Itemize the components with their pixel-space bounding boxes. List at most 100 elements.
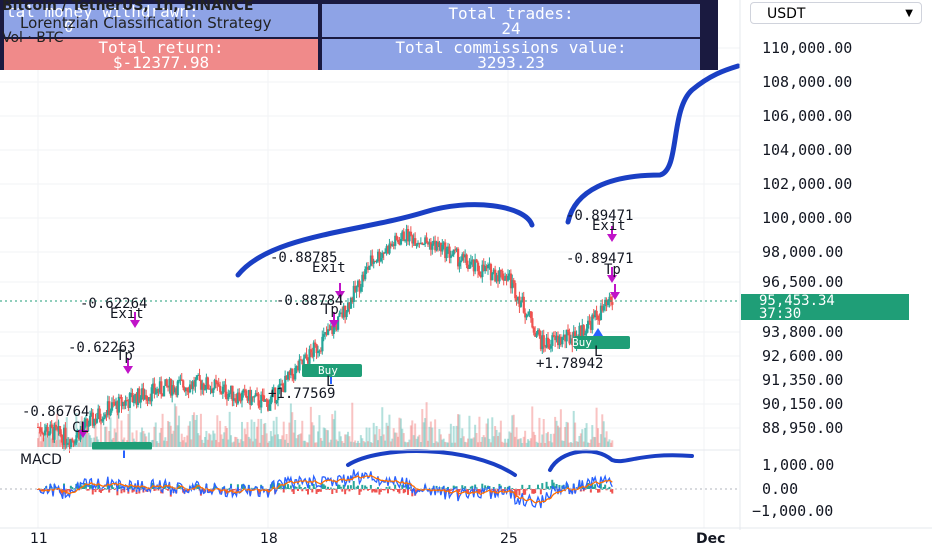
macd-histogram-bar [388,486,391,489]
volume-bar [258,442,261,447]
candle-body [512,280,515,284]
candle-body [258,405,261,408]
candle-body [385,246,388,252]
macd-histogram-bar [602,486,605,489]
volume-title[interactable]: Vol · BTC [2,30,64,46]
volume-bar [161,413,164,447]
macd-tick-label: 1,000.00 [762,456,835,474]
macd-histogram-bar [339,486,342,489]
volume-bar [197,433,200,447]
candle-body [542,335,545,347]
macd-histogram-bar [317,489,319,493]
macd-histogram-bar [372,489,375,492]
volume-bar [232,441,235,447]
macd-histogram-bar [302,488,305,490]
volume-bar [382,434,385,447]
candle-body [298,359,301,371]
volume-bar [501,441,504,447]
candle-body [444,242,447,259]
macd-label[interactable]: MACD [20,452,62,468]
symbol-title[interactable]: Bitcoin / TetherUS, 1h, BINANCE [2,0,254,14]
volume-bar [607,441,609,447]
candle-body [216,382,219,385]
candle-body [585,328,588,334]
macd-histogram-bar [156,487,159,489]
trade-label: -0.88785 [270,250,338,266]
candle-body [579,325,583,339]
candle-body [135,393,138,405]
candle-body [242,389,245,393]
volume-bar [587,442,589,447]
candle-body [260,394,263,408]
candle-body [549,345,553,349]
currency-label: USDT [767,6,806,22]
candle-body [278,384,281,388]
candle-body [322,334,325,337]
candle-body [132,401,136,403]
volume-bar [105,426,108,447]
volume-bar [414,423,417,447]
candle-body [581,325,584,339]
volume-bar [75,412,78,447]
candle-body [527,314,530,316]
candle-body [328,329,331,331]
macd-histogram-bar [284,482,287,489]
commissions-value: 3293.23 [477,53,545,71]
macd-histogram-bar [202,489,205,494]
macd-histogram-bar [87,489,90,491]
candle-body [367,266,370,270]
macd-line [37,469,613,509]
volume-bar [314,442,317,447]
candle-body [83,420,86,429]
candle-body [172,385,175,393]
trade-label: -0.86764 [22,404,90,420]
price-tick-label: 100,000.00 [762,209,853,227]
macd-histogram-bar [285,487,288,489]
volume-bar [351,402,354,447]
volume-bar [434,419,437,447]
volume-bar [428,426,431,447]
candle-body [289,368,293,375]
candle-body [611,302,614,305]
macd-histogram-bar [369,484,372,489]
candle-body [90,412,93,416]
macd-histogram-bar [585,486,588,489]
volume-bar [567,422,569,447]
macd-histogram-bar [335,489,338,493]
volume-bar [367,441,369,447]
candle-body [321,336,324,352]
volume-bar [594,437,597,447]
candle-body [102,417,105,420]
candle-body [186,387,189,391]
strategy-title[interactable]: Lorentzian Classification Strategy [20,14,272,32]
trade-label: -0.62264 [80,296,148,312]
volume-bar [67,442,70,447]
candle-body [474,259,477,272]
candle-body [317,350,320,354]
macd-histogram-bar [307,489,309,495]
candle-body [254,393,257,397]
volume-bar [404,441,407,447]
candle-body [73,442,77,444]
volume-bar [398,417,401,447]
candle-body [488,264,491,266]
candle-body [150,387,153,402]
candle-body [240,392,244,401]
candle-body [529,311,533,319]
volume-bar [157,442,160,447]
candle-body [275,400,278,404]
candle-body [609,296,613,303]
volume-bar [261,435,264,447]
volume-bar [116,411,119,447]
currency-button[interactable]: USDT ▼ [750,2,922,24]
volume-bar [127,414,130,447]
candle-body [112,402,115,404]
volume-bar [284,439,287,447]
candle-body [228,393,231,395]
candle-body [38,427,41,429]
macd-histogram-bar [528,484,531,489]
candle-body [411,235,414,244]
candle-body [68,442,71,448]
candle-body [608,296,611,302]
